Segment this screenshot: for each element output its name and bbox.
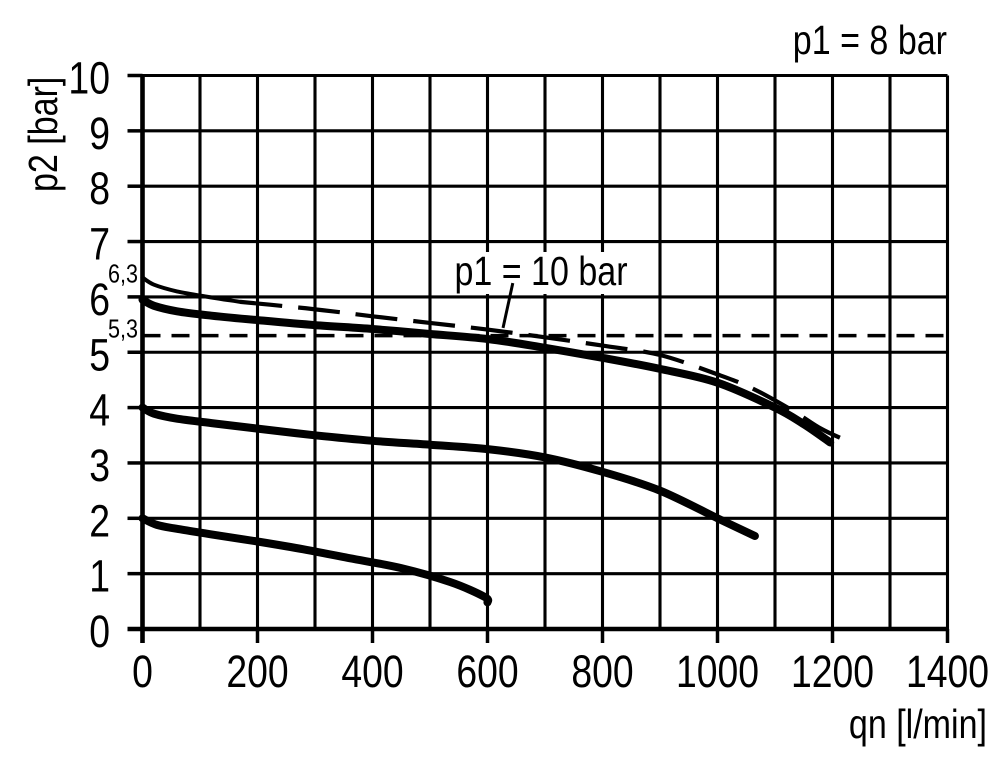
x-tick-label-0: 0	[132, 646, 153, 697]
x-tick-label-1400: 1400	[906, 646, 989, 697]
x-tick-label-1000: 1000	[676, 646, 759, 697]
curve-p1-8bar-setting-4bar	[138, 403, 759, 540]
y-tick-label-6: 6	[89, 274, 110, 325]
y-tick-label-8: 8	[89, 163, 110, 214]
chart-layers: 0 200 400 600 800 1000 1200 14000123456789106,3…	[68, 53, 989, 698]
axes	[127, 75, 948, 643]
curve-p1-10bar-dashed	[240, 299, 848, 443]
y-extra-label-6-3: 6,3	[108, 258, 138, 288]
x-tick-label-1200: 1200	[791, 646, 874, 697]
chart-title: p1 = 8 bar	[793, 17, 947, 63]
y-tick-label-10: 10	[68, 53, 110, 104]
x-tick-labels: 0 200 400 600 800 1000 1200 1400	[132, 646, 989, 697]
curve-p1-10bar-solid-start	[140, 275, 243, 304]
y-tick-label-4: 4	[89, 385, 110, 436]
y-tick-label-1: 1	[89, 551, 110, 602]
x-tick-label-400: 400	[341, 646, 403, 697]
curve-p1-8bar-setting-6bar	[138, 295, 835, 447]
y-tick-label-7: 7	[89, 219, 110, 270]
y-tick-label-3: 3	[89, 440, 110, 491]
annotation-backdrop	[448, 252, 636, 294]
x-axis-title: qn [l/min]	[849, 701, 987, 747]
y-tick-label-5: 5	[89, 329, 110, 380]
y-axis-title: p2 [bar]	[20, 77, 66, 192]
y-tick-label-0: 0	[89, 606, 110, 657]
y-tick-label-2: 2	[89, 495, 110, 546]
y-tick-label-9: 9	[89, 108, 110, 159]
x-tick-label-600: 600	[456, 646, 518, 697]
tick-marks	[127, 73, 950, 643]
x-tick-label-200: 200	[226, 646, 288, 697]
x-tick-label-800: 800	[571, 646, 633, 697]
curve-p1-8bar-setting-2bar	[138, 514, 493, 607]
annotation-p1-10bar-label: p1 = 10 bar	[454, 248, 627, 294]
grid	[140, 73, 950, 631]
annotation-leader-line	[501, 282, 515, 329]
y-extra-label-5-3: 5,3	[108, 314, 138, 344]
